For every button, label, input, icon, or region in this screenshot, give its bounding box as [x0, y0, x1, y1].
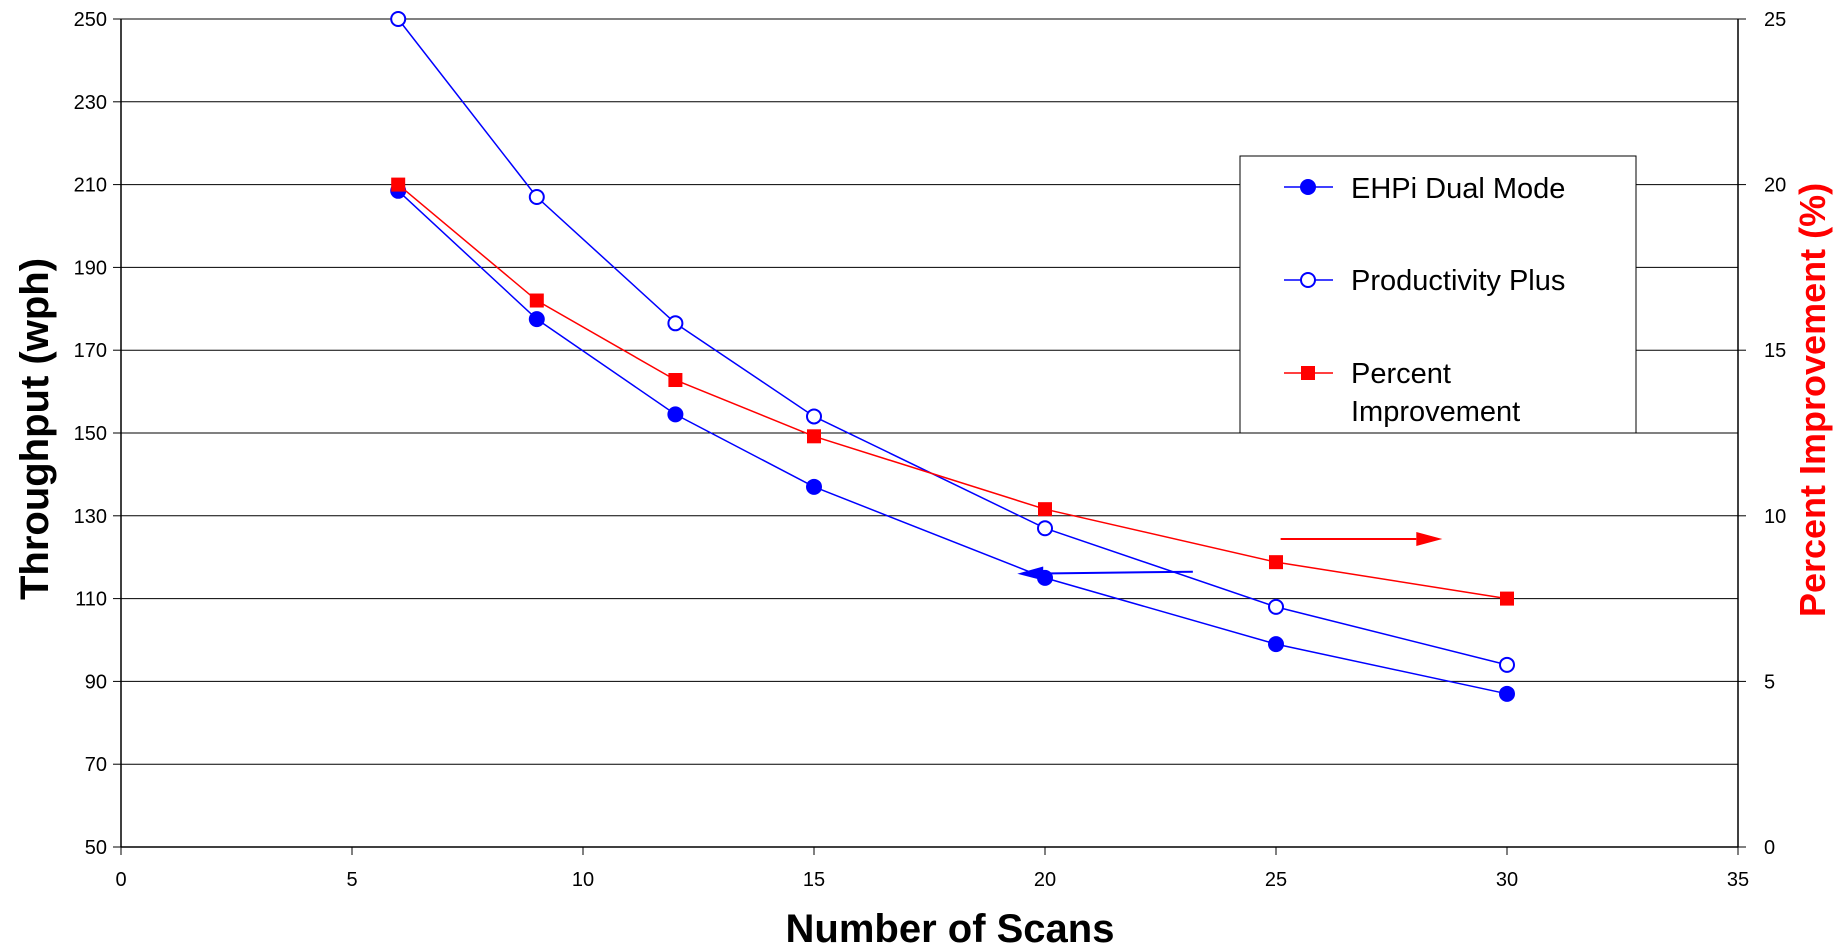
y2-tick-label: 5 — [1764, 671, 1775, 693]
data-point-percent-improvement — [668, 373, 683, 388]
series-layer — [390, 11, 1515, 702]
y2-tick-label: 0 — [1764, 837, 1775, 859]
data-point-percent-improvement — [1269, 555, 1283, 570]
data-point-productivity-plus — [1268, 598, 1284, 615]
data-point-ehpi-dual-mode — [667, 406, 684, 423]
y-axis-title: Throughput (wph) — [13, 258, 57, 600]
y-tick-label: 190 — [74, 257, 107, 279]
y-tick-label: 250 — [74, 9, 107, 31]
x-axis-title: Number of Scans — [786, 907, 1115, 946]
x-tick-label: 20 — [1034, 869, 1056, 891]
data-point-percent-improvement — [391, 177, 406, 192]
y-tick-label: 130 — [74, 506, 107, 528]
data-point-ehpi-dual-mode — [1499, 685, 1515, 702]
legend-marker-percent — [1301, 366, 1315, 380]
data-point-productivity-plus — [390, 11, 407, 27]
y2-tick-label: 15 — [1764, 340, 1786, 362]
x-tick-label: 15 — [803, 869, 825, 891]
legend-marker-productivity — [1300, 272, 1316, 288]
data-point-ehpi-dual-mode — [806, 478, 822, 495]
data-point-productivity-plus — [667, 315, 684, 332]
data-point-productivity-plus — [806, 408, 822, 425]
y2-tick-label: 20 — [1764, 175, 1786, 197]
data-point-percent-improvement — [1500, 591, 1514, 606]
data-point-percent-improvement — [1038, 502, 1052, 517]
y-tick-label: 110 — [75, 589, 107, 611]
legend-box — [1239, 155, 1637, 434]
x-tick-label: 5 — [346, 869, 357, 891]
legend-label-percent: Percent Improvement — [1351, 358, 1520, 428]
x-tick-label: 35 — [1727, 869, 1749, 891]
annotations — [1017, 531, 1443, 581]
data-point-percent-improvement — [529, 293, 544, 308]
x-tick-label: 25 — [1265, 869, 1287, 891]
arrow-right-head — [1416, 531, 1443, 546]
legend-label-ehpi: EHPi Dual Mode — [1351, 173, 1565, 205]
y2-axis-title: Percent Improvement (%) — [1792, 183, 1833, 617]
y-tick-label: 50 — [85, 837, 107, 859]
y2-tick-label: 10 — [1764, 506, 1786, 528]
axes — [113, 18, 1746, 855]
legend: EHPi Dual Mode Productivity Plus Percent… — [1239, 155, 1637, 434]
data-point-productivity-plus — [1037, 520, 1053, 537]
legend-label-productivity: Productivity Plus — [1351, 265, 1565, 297]
data-point-ehpi-dual-mode — [528, 311, 545, 328]
x-tick-label: 30 — [1496, 869, 1518, 891]
tick-labels: 0 5 10 15 20 25 30 3550709011013015017019021023… — [74, 9, 1787, 891]
y-tick-label: 230 — [74, 92, 107, 114]
x-tick-label: 0 — [115, 869, 126, 891]
arrow-left-line — [1043, 570, 1193, 575]
grid-lines — [121, 18, 1738, 765]
y-tick-label: 210 — [74, 175, 107, 197]
x-tick-label: 10 — [572, 869, 594, 891]
y2-tick-label: 25 — [1764, 9, 1786, 31]
legend-marker-ehpi — [1300, 179, 1316, 195]
data-point-productivity-plus — [528, 189, 545, 206]
data-point-ehpi-dual-mode — [1268, 636, 1284, 653]
y-tick-label: 90 — [85, 671, 107, 693]
data-point-productivity-plus — [1499, 656, 1515, 673]
arrow-left-head — [1017, 566, 1044, 581]
y-tick-label: 150 — [74, 423, 107, 445]
y-tick-label: 70 — [85, 754, 107, 776]
data-point-percent-improvement — [807, 429, 821, 444]
y-tick-label: 170 — [74, 340, 107, 362]
